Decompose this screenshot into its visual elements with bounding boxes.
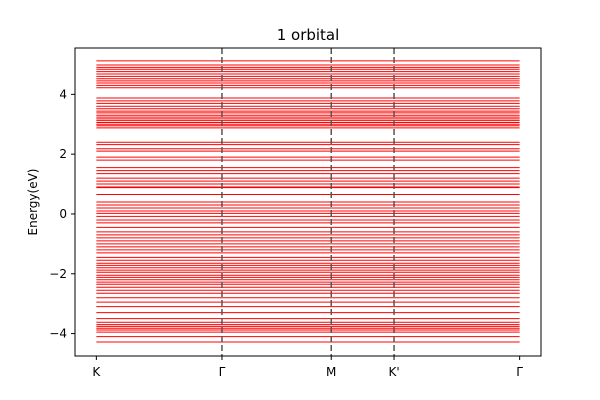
x-tick-label-2: M	[326, 365, 336, 379]
y-axis-label: Energy(eV)	[26, 169, 40, 236]
chart-title: 1 orbital	[277, 26, 340, 44]
x-tick-label-4: Γ	[516, 365, 523, 379]
x-tick-label-1: Γ	[219, 365, 226, 379]
y-tick-label-4: 4	[59, 87, 67, 101]
y-tick-label-2: 0	[59, 207, 67, 221]
x-axis-ticks: K Γ M K' Γ	[92, 356, 523, 379]
x-tick-label-0: K	[92, 365, 101, 379]
plot-frame	[74, 47, 542, 357]
y-tick-label-1: −2	[49, 267, 67, 281]
y-tick-label-0: −4	[49, 327, 67, 341]
high-symmetry-dividers	[221, 48, 395, 356]
energy-bands	[96, 60, 520, 343]
y-tick-label-3: 2	[59, 147, 67, 161]
y-axis-ticks: −4 −2 0 2 4	[49, 87, 75, 341]
x-tick-label-3: K'	[388, 365, 399, 379]
